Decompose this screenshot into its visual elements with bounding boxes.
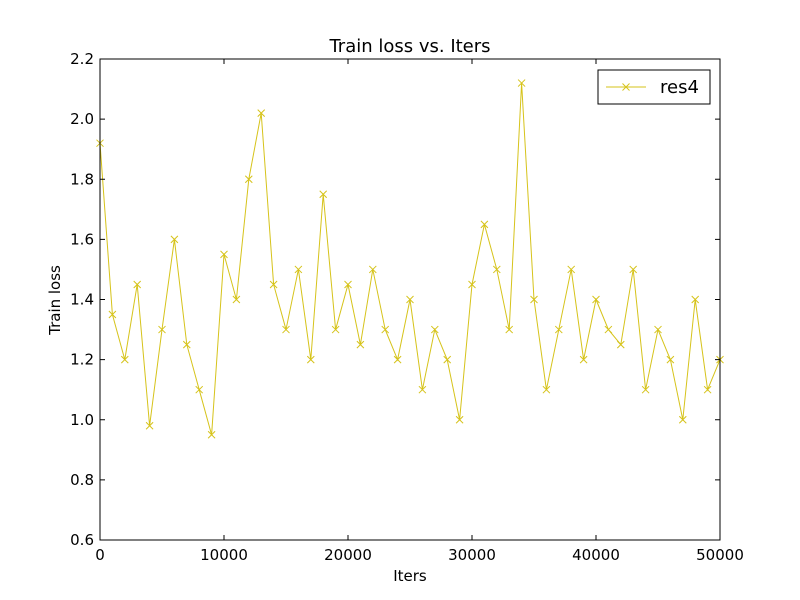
data-point — [381, 325, 390, 334]
data-point — [170, 235, 179, 244]
data-point — [641, 385, 650, 394]
y-axis: 0.6 0.8 1.0 1.2 1.4 1.6 1.8 2.0 2.2 — [70, 50, 720, 549]
data-point — [443, 355, 452, 364]
data-point — [654, 325, 662, 334]
x-tick-label: 0 — [95, 546, 105, 564]
data-point — [244, 175, 253, 184]
data-point — [344, 280, 352, 289]
data-point — [567, 265, 576, 274]
series-line-res4 — [99, 83, 721, 435]
legend-marker-res4 — [622, 83, 630, 91]
data-point — [356, 340, 365, 349]
data-point — [195, 385, 204, 394]
data-point — [678, 415, 687, 424]
data-point — [703, 385, 712, 394]
x-axis-title: Iters — [393, 567, 427, 585]
data-point — [269, 280, 278, 289]
y-tick-label: 2.0 — [70, 110, 94, 128]
data-point — [505, 325, 514, 334]
data-point — [468, 280, 476, 289]
chart-title: Train loss vs. Iters — [328, 36, 490, 57]
y-tick-label: 1.0 — [70, 411, 94, 429]
legend-marker-glyph — [622, 83, 630, 91]
y-tick-label: 1.2 — [70, 351, 94, 369]
data-point — [133, 280, 142, 289]
data-point — [517, 79, 526, 87]
data-point — [232, 295, 241, 304]
y-tick-label: 2.2 — [70, 50, 94, 68]
data-point — [430, 325, 439, 334]
data-point — [120, 355, 129, 364]
data-point — [368, 265, 377, 274]
data-point — [331, 325, 340, 334]
data-point — [282, 325, 290, 334]
y-axis-title: Train loss — [46, 265, 64, 336]
y-tick-label: 0.6 — [70, 531, 94, 549]
data-point — [530, 295, 538, 304]
data-point — [691, 295, 700, 304]
data-point — [579, 355, 588, 364]
data-point — [294, 265, 303, 274]
data-point — [207, 430, 216, 439]
x-tick-label: 10000 — [200, 546, 248, 564]
data-point — [492, 265, 501, 274]
data-point — [158, 325, 166, 334]
data-point — [604, 325, 613, 334]
data-point — [666, 355, 675, 364]
y-tick-label: 1.8 — [70, 170, 94, 188]
legend: res4 — [597, 69, 711, 105]
data-point — [418, 385, 427, 394]
data-point — [542, 385, 551, 394]
x-tick-label: 50000 — [696, 546, 744, 564]
data-point — [629, 265, 638, 274]
data-point — [554, 325, 563, 334]
x-tick-label: 40000 — [572, 546, 620, 564]
data-point — [393, 355, 402, 364]
data-point — [592, 295, 600, 304]
data-point — [182, 340, 191, 349]
data-point — [306, 355, 315, 364]
data-point — [257, 109, 266, 117]
data-point — [220, 250, 228, 259]
legend-label-res4: res4 — [660, 77, 699, 98]
x-tick-label: 20000 — [324, 546, 372, 564]
data-point — [480, 220, 489, 229]
plot-area — [96, 79, 724, 439]
data-point — [108, 310, 117, 319]
x-axis: 0 10000 20000 30000 40000 50000 — [95, 59, 744, 564]
data-point — [616, 340, 625, 349]
y-tick-label: 1.4 — [70, 291, 94, 309]
data-point — [145, 421, 154, 430]
series-markers — [96, 79, 724, 439]
x-tick-label: 30000 — [448, 546, 496, 564]
y-tick-label: 1.6 — [70, 230, 94, 248]
data-point — [406, 295, 414, 304]
data-point — [319, 190, 328, 199]
y-tick-label: 0.8 — [70, 471, 94, 489]
data-point — [455, 415, 464, 424]
